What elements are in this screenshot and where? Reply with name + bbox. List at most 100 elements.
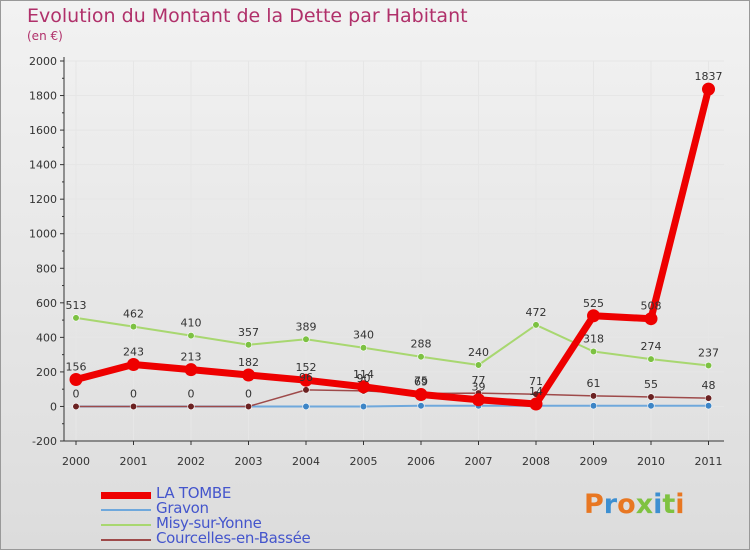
x-tick-label: 2008 <box>522 455 550 468</box>
data-point-misy-sur-yonne <box>129 323 138 331</box>
data-point-misy-sur-yonne <box>589 347 598 356</box>
data-point-la-tombe <box>127 357 140 371</box>
legend-label: Misy-sur-Yonne <box>156 514 262 532</box>
data-label-la-tombe: 508 <box>641 300 662 313</box>
logo-letter: t <box>662 489 676 520</box>
data-label-courcelles-en-bass-e: 0 <box>245 387 252 400</box>
chart-title: Evolution du Montant de la Dette par Hab… <box>27 5 468 27</box>
data-point-la-tombe <box>299 373 313 387</box>
proxiti-logo: Proxiti <box>584 489 685 520</box>
y-tick-label: 400 <box>36 331 57 344</box>
x-tick-label: 2009 <box>580 455 608 468</box>
data-label-courcelles-en-bass-e: 0 <box>188 387 195 400</box>
data-point-misy-sur-yonne <box>532 321 540 329</box>
data-label-courcelles-en-bass-e: 48 <box>702 379 716 392</box>
series-line-la-tombe <box>75 88 712 408</box>
data-point-misy-sur-yonne <box>302 335 310 343</box>
y-tick-label: 1600 <box>29 124 57 137</box>
data-label-misy-sur-yonne: 274 <box>641 340 662 353</box>
data-label-la-tombe: 152 <box>296 361 317 374</box>
data-point-misy-sur-yonne <box>72 314 80 322</box>
series-line-misy-sur-yonne <box>75 316 709 367</box>
data-point-misy-sur-yonne <box>359 344 368 352</box>
data-point-misy-sur-yonne <box>474 361 483 369</box>
data-label-la-tombe: 39 <box>472 381 486 394</box>
data-point-la-tombe <box>414 388 428 402</box>
data-label-misy-sur-yonne: 240 <box>468 346 489 359</box>
logo-letter: i <box>653 489 663 520</box>
logo-letter: x <box>635 489 654 520</box>
data-point-courcelles-en-bass-e <box>129 402 138 411</box>
data-label-misy-sur-yonne: 462 <box>123 308 144 321</box>
x-tick-label: 2001 <box>120 455 148 468</box>
legend-label: LA TOMBE <box>156 484 232 502</box>
x-tick-label: 2007 <box>465 455 493 468</box>
data-label-misy-sur-yonne: 389 <box>296 320 317 333</box>
legend-swatch <box>101 539 151 541</box>
data-point-misy-sur-yonne <box>187 332 195 340</box>
chart-subtitle: (en €) <box>27 29 63 43</box>
data-point-courcelles-en-bass-e <box>302 386 310 394</box>
data-label-courcelles-en-bass-e: 96 <box>299 371 313 384</box>
y-tick-label: 1200 <box>29 193 57 206</box>
data-label-la-tombe: 69 <box>414 376 428 389</box>
data-point-gravon <box>302 402 310 411</box>
data-label-courcelles-en-bass-e: 0 <box>130 387 137 400</box>
data-point-gravon <box>589 402 598 410</box>
legend-swatch <box>101 524 151 526</box>
x-tick-label: 2011 <box>695 455 723 468</box>
data-label-misy-sur-yonne: 410 <box>181 317 202 330</box>
legend-swatch <box>101 491 151 499</box>
y-tick-label: 800 <box>36 262 57 275</box>
y-tick-label: 1800 <box>29 90 57 103</box>
x-tick-label: 2000 <box>62 455 90 468</box>
data-point-courcelles-en-bass-e <box>244 402 253 411</box>
data-label-la-tombe: 156 <box>66 361 87 374</box>
data-label-misy-sur-yonne: 288 <box>411 338 432 351</box>
data-label-courcelles-en-bass-e: 71 <box>529 375 543 388</box>
y-tick-label: 0 <box>50 400 57 413</box>
data-point-la-tombe <box>69 373 83 387</box>
y-tick-label: 2000 <box>29 55 57 68</box>
data-point-la-tombe <box>357 380 370 394</box>
legend-label: Courcelles-en-Bassée <box>156 529 311 547</box>
data-point-courcelles-en-bass-e <box>589 392 598 400</box>
data-label-courcelles-en-bass-e: 75 <box>414 375 428 388</box>
x-tick-label: 2010 <box>637 455 665 468</box>
data-point-la-tombe <box>472 393 485 407</box>
data-point-la-tombe <box>644 312 658 326</box>
data-point-courcelles-en-bass-e <box>187 402 195 411</box>
data-label-la-tombe: 525 <box>583 297 604 310</box>
x-tick-label: 2004 <box>292 455 320 468</box>
data-label-courcelles-en-bass-e: 61 <box>587 377 601 390</box>
data-point-la-tombe <box>184 363 198 377</box>
y-tick-label: 1000 <box>29 228 57 241</box>
data-point-courcelles-en-bass-e <box>72 402 80 411</box>
legend-swatch <box>101 509 151 511</box>
data-label-misy-sur-yonne: 237 <box>698 347 719 360</box>
x-tick-label: 2003 <box>235 455 263 468</box>
x-tick-label: 2006 <box>407 455 435 468</box>
data-point-gravon <box>647 402 655 410</box>
data-point-gravon <box>704 402 713 410</box>
data-point-misy-sur-yonne <box>647 355 655 363</box>
data-label-la-tombe: 114 <box>353 368 374 381</box>
logo-letter: P <box>584 489 604 520</box>
x-tick-label: 2002 <box>177 455 205 468</box>
data-point-la-tombe <box>529 397 543 411</box>
data-point-courcelles-en-bass-e <box>704 394 713 402</box>
data-label-la-tombe: 1837 <box>695 70 723 83</box>
data-label-misy-sur-yonne: 513 <box>66 299 87 312</box>
data-label-la-tombe: 182 <box>238 356 259 369</box>
data-label-courcelles-en-bass-e: 90 <box>357 372 371 385</box>
data-point-misy-sur-yonne <box>417 353 425 361</box>
data-label-courcelles-en-bass-e: 55 <box>644 378 658 391</box>
data-point-misy-sur-yonne <box>244 341 253 349</box>
x-tick-label: 2005 <box>350 455 378 468</box>
data-label-misy-sur-yonne: 472 <box>526 306 547 319</box>
y-tick-label: 200 <box>36 366 57 379</box>
data-point-misy-sur-yonne <box>704 361 713 370</box>
data-label-misy-sur-yonne: 357 <box>238 326 259 339</box>
